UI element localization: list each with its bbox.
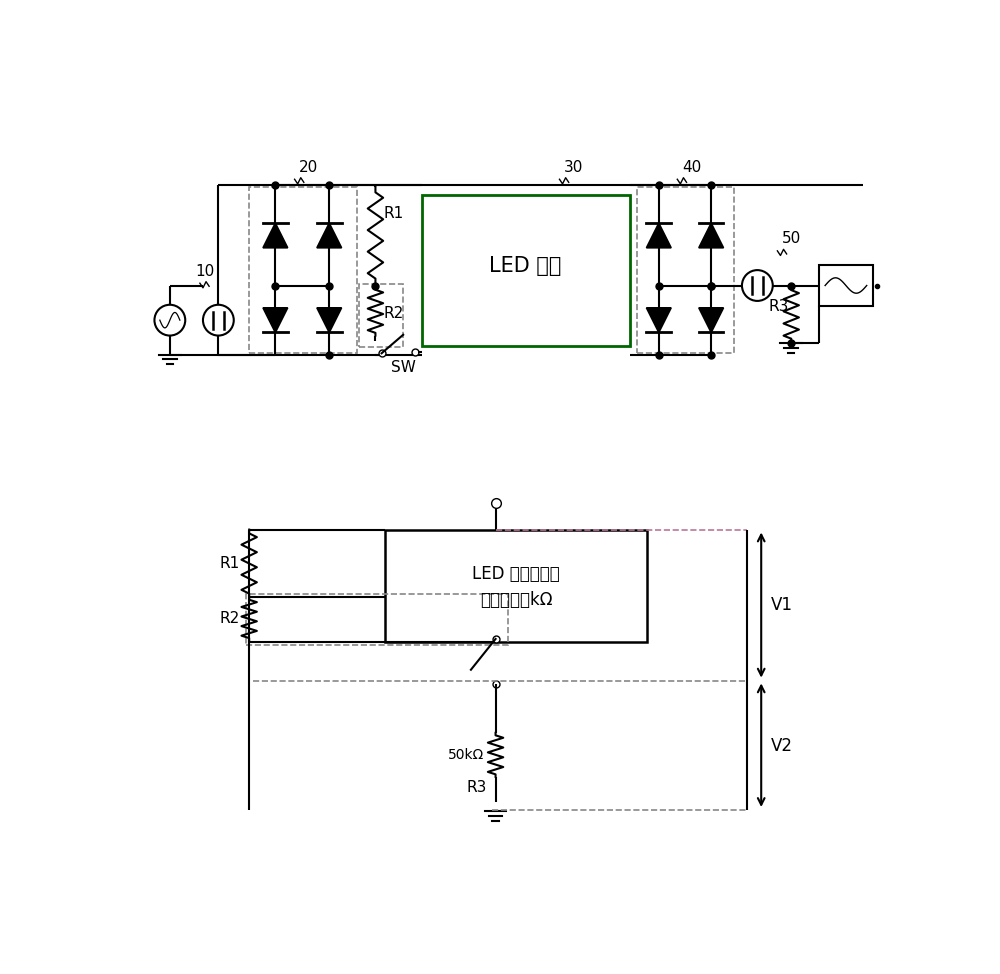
Polygon shape [263,223,288,247]
Polygon shape [646,223,671,247]
Bar [246,594,508,645]
Text: R3: R3 [466,780,487,795]
Polygon shape [317,223,342,247]
Text: R1: R1 [220,556,240,571]
Text: R2: R2 [220,612,240,626]
Text: R3: R3 [768,299,789,314]
Text: V2: V2 [770,737,792,755]
Polygon shape [699,308,723,332]
Text: 或小于几十kΩ: 或小于几十kΩ [480,590,553,609]
Text: R1: R1 [383,206,403,221]
Bar [249,187,357,354]
Bar [422,195,630,346]
Bar [358,284,403,347]
Text: V1: V1 [770,596,792,614]
Bar [385,530,647,642]
Text: 30: 30 [564,160,583,174]
Text: 50: 50 [782,231,801,246]
Polygon shape [699,223,723,247]
Text: 10: 10 [195,264,214,279]
Text: LED 电路，等于: LED 电路，等于 [472,565,560,583]
Text: 20: 20 [299,160,318,174]
Text: 40: 40 [682,160,701,174]
Polygon shape [646,308,671,332]
Polygon shape [317,308,342,332]
Bar [819,266,873,306]
Text: R2: R2 [383,306,403,320]
Text: LED 电路: LED 电路 [489,256,562,277]
Bar [637,187,734,354]
Text: 50kΩ: 50kΩ [448,748,484,762]
Polygon shape [263,308,288,332]
Text: SW: SW [391,359,416,375]
